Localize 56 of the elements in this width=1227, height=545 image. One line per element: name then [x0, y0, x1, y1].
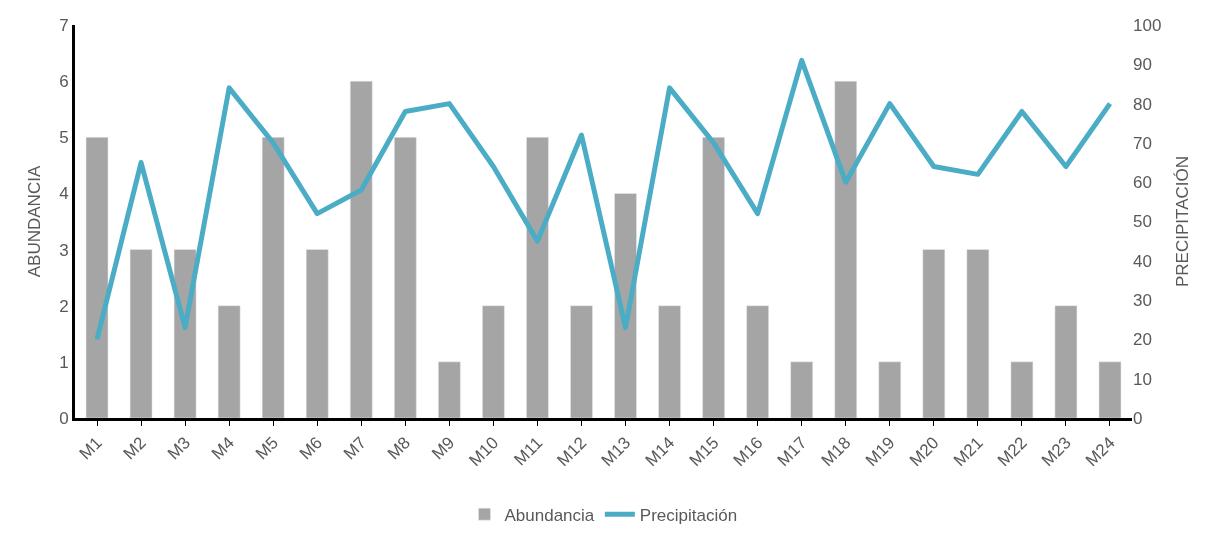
bar — [261, 137, 285, 418]
x-tick-label: M9 — [428, 433, 459, 464]
x-tick-label: M6 — [295, 433, 327, 464]
y-tick-label: 2 — [59, 296, 69, 316]
bar — [570, 305, 593, 418]
y2-tick-label: 30 — [1133, 291, 1152, 311]
bar — [350, 80, 373, 418]
bar — [85, 137, 109, 418]
y2-tick-label: 50 — [1133, 212, 1152, 232]
y2-tick-label: 40 — [1133, 251, 1152, 271]
bar — [790, 361, 813, 418]
x-tick-label: M5 — [251, 433, 283, 464]
y2-tick-label: 60 — [1133, 173, 1152, 193]
x-tick-label: M3 — [163, 433, 194, 464]
x-tick-label: M4 — [207, 433, 238, 464]
bar — [966, 249, 990, 418]
x-tick-label: M21 — [949, 433, 987, 471]
bar — [1054, 305, 1078, 418]
y-tick-label: 0 — [59, 408, 69, 428]
y-tick-label: 7 — [59, 15, 69, 35]
bar — [305, 249, 329, 418]
y-tick-label: 1 — [59, 352, 69, 372]
y-tick-label: 3 — [59, 240, 69, 260]
x-tick-label: M11 — [510, 433, 547, 470]
y2-tick-label: 90 — [1133, 55, 1152, 75]
bar — [217, 305, 241, 418]
bar — [438, 361, 461, 418]
y2-tick-label: 100 — [1133, 15, 1162, 35]
y2-tick-label: 20 — [1133, 330, 1152, 350]
bar — [1098, 361, 1122, 418]
bar — [482, 305, 505, 418]
x-tick-label: M8 — [384, 433, 415, 464]
x-tick-label: M7 — [339, 433, 371, 464]
x-tick-label: M2 — [119, 433, 150, 464]
bar — [526, 137, 549, 418]
bar — [129, 249, 153, 418]
bar — [658, 305, 681, 418]
bar — [834, 80, 857, 418]
y2-tick-label: 10 — [1133, 369, 1152, 389]
y2-axis-title: PRECIPITACIÓN — [1172, 156, 1192, 287]
y-tick-label: 6 — [59, 72, 69, 92]
bar — [702, 137, 725, 418]
legend-label: Abundancia — [504, 505, 595, 525]
bar — [922, 249, 946, 418]
y-tick-label: 4 — [59, 184, 69, 204]
bar — [878, 361, 902, 418]
y2-tick-label: 0 — [1133, 408, 1143, 428]
bar — [394, 137, 417, 418]
legend-label: Precipitación — [639, 505, 738, 525]
y-tick-label: 5 — [59, 128, 69, 148]
bar — [746, 305, 769, 418]
x-tick-label: M1 — [75, 433, 106, 464]
bar — [1010, 361, 1034, 418]
y2-tick-label: 70 — [1133, 133, 1152, 153]
y-axis-title: ABUNDANCIA — [24, 165, 44, 278]
y2-tick-label: 80 — [1133, 94, 1152, 114]
